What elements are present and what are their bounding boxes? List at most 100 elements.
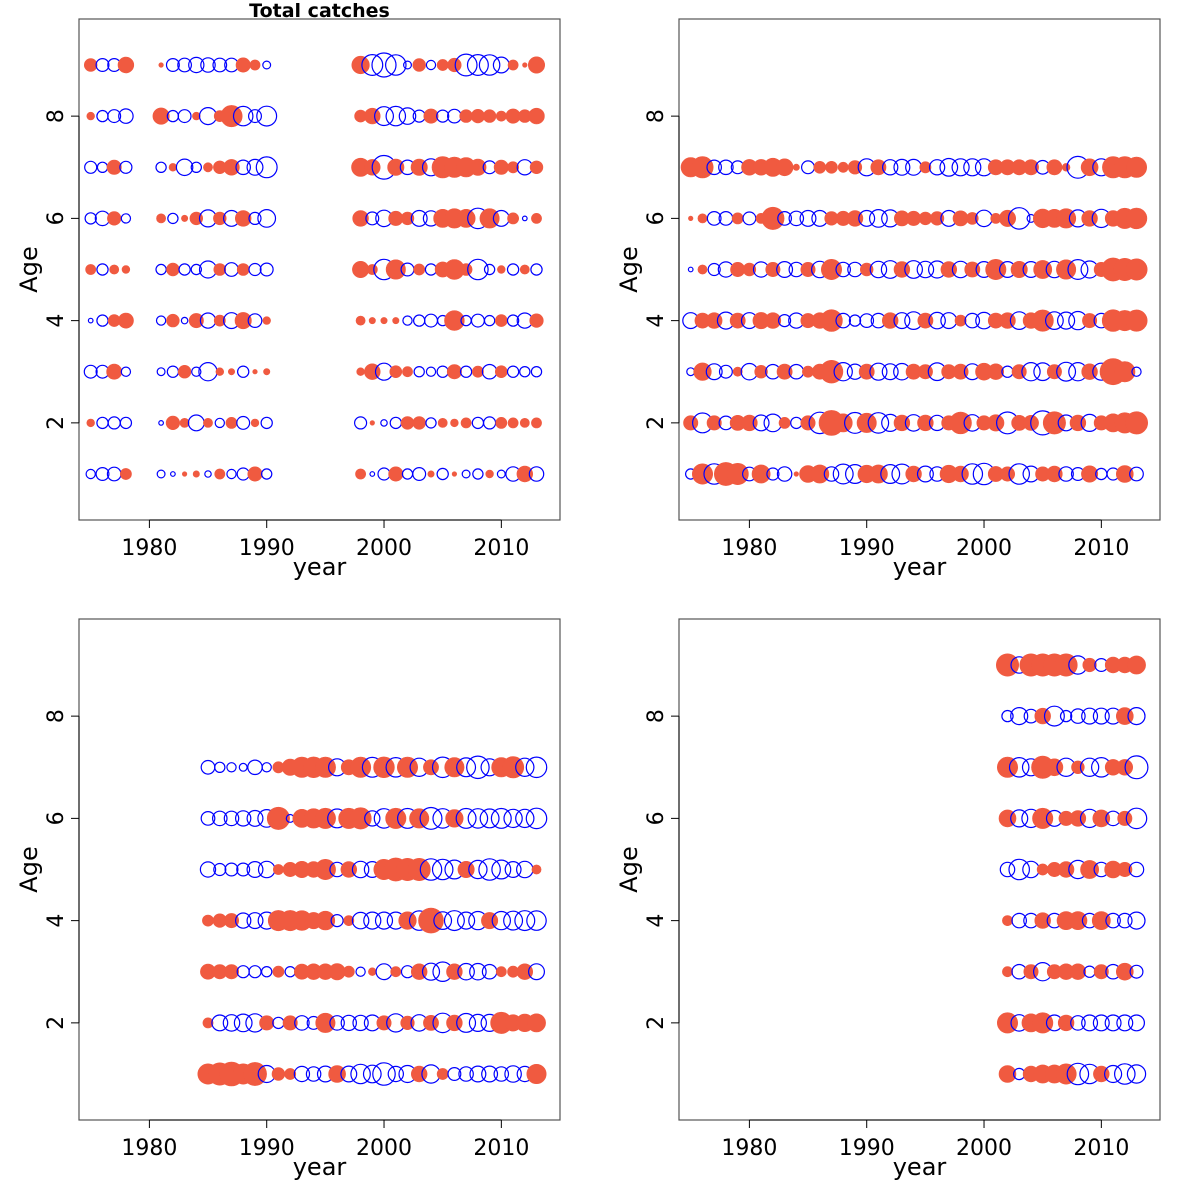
bubble-age5-1976 xyxy=(697,264,708,275)
bubble-age3-2012 xyxy=(1116,962,1134,981)
bubble-age6-1982 xyxy=(167,212,179,225)
bubble-age4-2009 xyxy=(1082,313,1098,329)
bubble-age1-2005 xyxy=(436,467,449,481)
bubble-age1-1978 xyxy=(120,468,132,480)
bubble-age3-2012 xyxy=(516,963,533,980)
bubble-age5-2003 xyxy=(1008,858,1030,881)
bubble-age6-1998 xyxy=(349,807,372,830)
bubble-age6-1995 xyxy=(918,211,933,226)
bubble-age1-2008 xyxy=(469,1065,487,1083)
bubble-age6-2002 xyxy=(998,209,1016,227)
bubble-age1-1998 xyxy=(350,1063,371,1085)
bubble-age2-1977 xyxy=(107,416,121,430)
bubble-age6-1988 xyxy=(234,810,252,827)
bubble-age8-2013 xyxy=(1127,706,1146,726)
bubble-age4-1987 xyxy=(820,309,843,332)
bubble-age1-2005 xyxy=(436,1068,449,1080)
bubble-age6-1998 xyxy=(352,210,369,227)
bubble-age7-1985 xyxy=(800,160,815,175)
y-tick-label: 6 xyxy=(644,211,669,225)
bubble-age2-1998 xyxy=(354,416,368,430)
x-tick-label: 1990 xyxy=(839,1136,895,1161)
bubble-age7-2011 xyxy=(507,161,519,174)
bubble-age7-2006 xyxy=(444,757,465,778)
bubble-age7-1999 xyxy=(963,158,982,177)
bubble-age2-1987 xyxy=(225,416,238,429)
bubble-age5-1998 xyxy=(351,860,370,879)
bubble-age4-1979 xyxy=(729,312,746,329)
x-tick-label: 1990 xyxy=(239,1136,295,1161)
bubble-age6-1986 xyxy=(212,810,228,827)
x-axis-label: year xyxy=(293,553,347,581)
bubble-age2-2005 xyxy=(437,417,448,428)
bubble-age9-2009 xyxy=(478,54,501,76)
panel-bottom-left: 1980 1990 2000 2010 2 4 6 8 year Age xyxy=(15,618,561,1181)
bubble-age4-1997 xyxy=(343,915,355,926)
bubble-age7-1998 xyxy=(951,158,970,177)
y-tick-label: 2 xyxy=(644,1016,669,1030)
bubble-age4-1988 xyxy=(835,312,851,329)
bubble-age2-1976 xyxy=(96,416,109,430)
x-tick-label: 1990 xyxy=(239,536,295,561)
bubble-age7-1984 xyxy=(190,161,202,173)
bubble-age4-2000 xyxy=(374,911,394,930)
bubble-age6-1999 xyxy=(365,211,380,226)
bubble-age4-1990 xyxy=(859,313,875,329)
bubble-age4-1983 xyxy=(180,316,189,325)
bubble-age6-2013 xyxy=(525,807,548,830)
bubble-age9-2001 xyxy=(384,54,407,76)
bubble-age7-1990 xyxy=(261,762,272,773)
bubble-age4-2004 xyxy=(424,313,439,328)
bubble-age2-2013 xyxy=(1127,1014,1145,1032)
bubble-age2-2010 xyxy=(1092,1014,1110,1032)
bubble-age4-1983 xyxy=(777,314,792,328)
bubble-age5-1988 xyxy=(236,263,250,276)
bubble-age3-2004 xyxy=(1023,964,1039,980)
bubble-age2-2013 xyxy=(1125,411,1149,435)
bubble-age1-1982 xyxy=(169,471,176,477)
bubble-age2-1975 xyxy=(683,415,699,431)
bubble-age1-1990 xyxy=(261,468,273,480)
bubble-age2-1984 xyxy=(187,414,205,432)
bubble-age1-2001 xyxy=(388,466,404,482)
bubble-age9-2011 xyxy=(507,59,519,71)
bubble-age1-2007 xyxy=(1058,466,1074,482)
bubble-age6-2008 xyxy=(1069,810,1087,827)
bubble-age1-2003 xyxy=(411,1065,428,1083)
bubble-age1-2006 xyxy=(1046,465,1063,483)
bubble-age5-1985 xyxy=(199,861,217,878)
bubble-age9-2007 xyxy=(454,53,478,77)
bubble-age3-1977 xyxy=(106,363,123,380)
bubble-age3-2004 xyxy=(425,366,437,377)
bubble-age4-1989 xyxy=(246,912,264,930)
bubble-age2-1990 xyxy=(260,416,273,430)
bubble-age3-2004 xyxy=(421,962,441,981)
bubble-age4-2005 xyxy=(1034,912,1051,929)
bubble-age6-1977 xyxy=(706,210,722,226)
bubble-age3-1987 xyxy=(819,360,844,384)
bubble-age7-2003 xyxy=(1008,756,1030,778)
bubble-age3-2003 xyxy=(1011,364,1027,380)
bubble-age7-2000 xyxy=(373,756,395,778)
bubble-age7-1990 xyxy=(255,156,278,179)
bubble-age5-1990 xyxy=(859,262,874,277)
bubble-age4-2013 xyxy=(1127,911,1146,930)
bubble-age1-1998 xyxy=(355,468,366,480)
bubble-age4-2012 xyxy=(514,910,536,932)
y-tick-label: 4 xyxy=(44,914,69,928)
bubble-age4-2012 xyxy=(1117,912,1133,929)
bubble-age5-1991 xyxy=(272,864,284,875)
bubble-age8-2009 xyxy=(482,109,497,123)
bubble-age7-2011 xyxy=(502,756,525,779)
bubble-age5-1987 xyxy=(820,258,842,280)
bubble-age7-2013 xyxy=(1124,755,1149,780)
bubble-age6-2002 xyxy=(400,211,415,226)
bubble-age7-1981 xyxy=(155,161,167,173)
bubble-age6-2004 xyxy=(419,806,443,830)
bubble-age4-2002 xyxy=(398,911,417,930)
x-tick-label: 2010 xyxy=(1073,1136,1129,1161)
bubble-age8-1984 xyxy=(192,111,201,121)
bubbles-layer xyxy=(995,653,1149,1086)
bubble-age3-2001 xyxy=(390,966,402,978)
bubble-age7-1975 xyxy=(84,160,98,174)
